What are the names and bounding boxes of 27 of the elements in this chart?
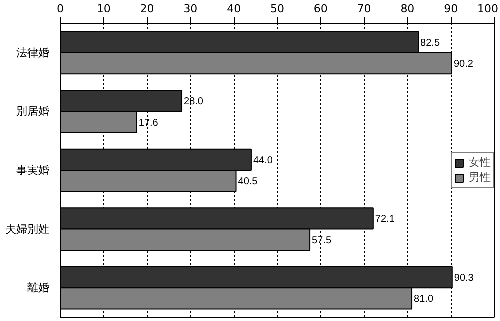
x-tick-label: 70 [357, 2, 372, 16]
x-tick-label: 30 [184, 2, 198, 16]
y-tick-label: 事実婚 [16, 164, 50, 177]
legend-label: 女性 [469, 155, 491, 170]
y-tick-label: 法律婚 [16, 46, 50, 60]
x-tick-label: 100 [478, 2, 499, 16]
data-label: 81.0 [414, 294, 434, 306]
x-tick-label: 50 [270, 2, 284, 16]
data-label: 90.2 [454, 58, 474, 70]
legend-label: 男性 [469, 170, 491, 185]
y-tick-label: 夫婦別姓 [6, 222, 50, 236]
y-tick-label: 別居婚 [16, 105, 50, 118]
x-tick-label: 90 [444, 2, 458, 16]
x-tick-label: 0 [57, 2, 64, 16]
data-label: 17.6 [138, 118, 159, 129]
x-tick-label: 80 [400, 2, 415, 16]
x-tick-label: 60 [314, 2, 328, 16]
data-label: 90.3 [454, 273, 474, 284]
data-label: 40.5 [238, 176, 258, 188]
data-label: 72.1 [375, 214, 396, 226]
y-tick-label: 離婚 [28, 282, 50, 295]
x-tick-label: 20 [140, 2, 154, 16]
x-tick-label: 40 [227, 2, 242, 16]
data-label: 28.0 [184, 96, 204, 108]
x-tick-label: 10 [96, 2, 111, 16]
data-label: 44.0 [253, 155, 274, 166]
data-label: 82.5 [420, 38, 440, 49]
